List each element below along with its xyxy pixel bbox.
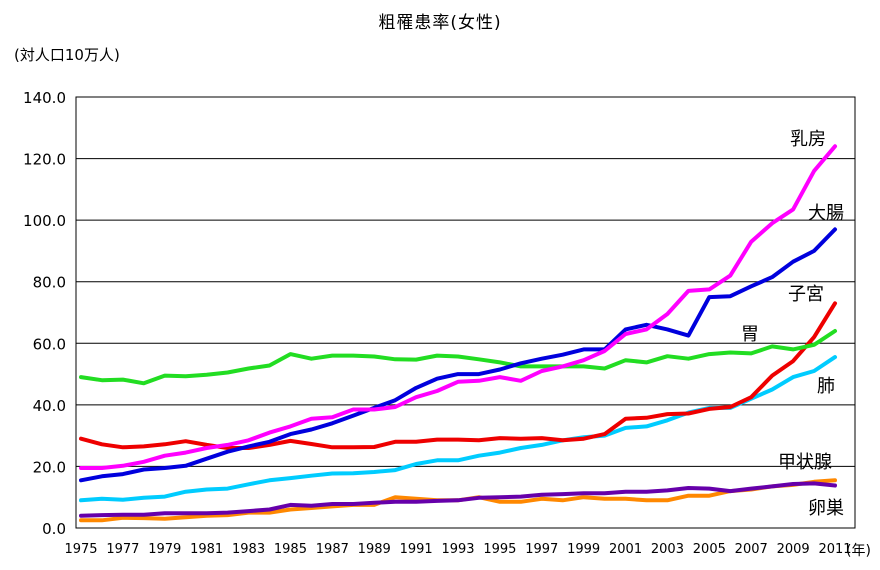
y-tick-label: 60.0	[33, 335, 66, 353]
x-tick-label: 2007	[735, 542, 768, 557]
y-tick-label: 40.0	[33, 397, 66, 415]
chart-title: 粗罹患率(女性)	[378, 13, 502, 33]
x-tick-label: 2009	[777, 542, 810, 557]
series-label: 卵巣	[808, 498, 844, 519]
series-line	[79, 301, 837, 450]
x-tick-label: 1995	[483, 542, 516, 557]
y-tick-label: 100.0	[23, 212, 66, 230]
series-line	[79, 144, 837, 470]
series-label: 子宮	[788, 284, 824, 305]
grid-lines	[76, 158, 855, 467]
series-label: 甲状腺	[778, 452, 832, 473]
x-axis-ticks: 1975 1977 1979 1981 1983 1985 1987 1989 1991 1993…	[64, 542, 851, 557]
series-label: 大腸	[808, 203, 844, 224]
y-axis-ticks: 0.0 20.0 40.0 60.0 80.0 100.0 120.0 140.0	[23, 89, 66, 538]
x-tick-label: 2003	[651, 542, 684, 557]
series-label: 乳房	[790, 129, 826, 150]
x-tick-label: 1977	[106, 542, 139, 557]
x-tick-label: 1991	[400, 542, 433, 557]
x-tick-label: 1983	[232, 542, 265, 557]
series-line	[79, 227, 837, 483]
x-tick-label: 2011	[818, 542, 851, 557]
y-tick-label: 120.0	[23, 151, 66, 169]
x-tick-label: 2001	[609, 542, 642, 557]
x-axis-unit-label: (年)	[846, 543, 871, 559]
series-line	[79, 481, 837, 518]
x-tick-label: 1987	[316, 542, 349, 557]
x-tick-label: 1999	[567, 542, 600, 557]
series-label: 胃	[741, 324, 759, 345]
x-tick-label: 1981	[190, 542, 223, 557]
series-lines	[79, 144, 837, 523]
y-tick-label: 140.0	[23, 89, 66, 107]
y-axis-unit-label: (対人口10万人)	[14, 46, 120, 64]
series-label: 肺	[817, 376, 835, 397]
series-line	[79, 355, 837, 503]
x-tick-label: 1993	[441, 542, 474, 557]
series-line	[79, 329, 837, 386]
x-tick-label: 1975	[64, 542, 97, 557]
x-tick-label: 2005	[693, 542, 726, 557]
y-tick-label: 20.0	[33, 458, 66, 476]
y-tick-label: 80.0	[33, 274, 66, 292]
x-tick-label: 1985	[274, 542, 307, 557]
plot-frame	[75, 96, 856, 529]
x-tick-label: 1989	[358, 542, 391, 557]
x-tick-label: 1997	[525, 542, 558, 557]
y-tick-label: 0.0	[42, 520, 66, 538]
x-tick-label: 1979	[148, 542, 181, 557]
